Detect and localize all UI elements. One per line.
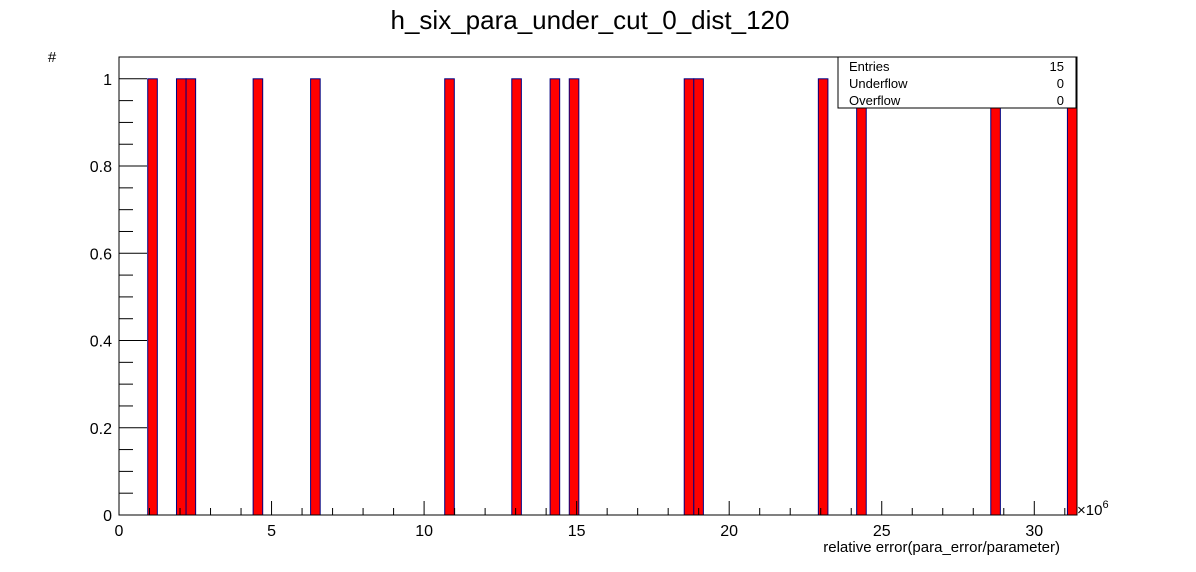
x-tick-label: 10	[415, 523, 433, 540]
stats-box-frame	[837, 56, 1077, 109]
histogram-bar-8	[568, 78, 580, 516]
y-tick-label: 0.6	[90, 246, 112, 263]
stats-box: Entries 15 Underflow 0 Overflow 0	[837, 56, 1077, 109]
histogram-bar-7	[549, 78, 561, 516]
x-axis-exponent: ×106	[1077, 499, 1109, 519]
histogram-bar-6	[511, 78, 522, 516]
stats-overflow-value: 0	[1057, 93, 1064, 108]
histogram-bar-5	[444, 78, 455, 516]
x-tick-label: 20	[720, 523, 738, 540]
histogram-bar-11	[817, 78, 829, 516]
histogram-bar-2	[185, 78, 197, 516]
y-tick-label: 0.4	[90, 334, 112, 351]
x-axis-ticks: 0 5 10 15 20 25 30	[115, 501, 1066, 540]
histogram-bar-9	[683, 78, 695, 516]
histogram-bar-3	[252, 78, 264, 516]
y-tick-label: 0.2	[90, 421, 112, 438]
y-tick-label: 1	[103, 72, 112, 89]
x-axis-title: relative error(para_error/parameter)	[823, 539, 1060, 556]
x-tick-label: 5	[267, 523, 276, 540]
stats-overflow-label: Overflow	[849, 93, 901, 108]
histogram-bar-13	[990, 78, 1001, 516]
x-tick-label: 0	[115, 523, 124, 540]
stats-underflow-label: Underflow	[849, 76, 908, 91]
plot-frame	[118, 56, 1078, 516]
stats-entries-value: 15	[1050, 59, 1064, 74]
stats-entries-label: Entries	[849, 59, 890, 74]
x-tick-label: 15	[568, 523, 586, 540]
histogram-bar-4	[310, 78, 321, 516]
histogram-bars	[147, 78, 1078, 516]
histogram-bar-0	[147, 78, 158, 516]
x-axis-exponent-power: 6	[1102, 499, 1108, 511]
histogram-bar-14	[1066, 78, 1078, 516]
histogram-bar-12	[856, 78, 867, 516]
y-axis-title: #	[48, 49, 57, 66]
y-tick-label: 0	[103, 508, 112, 525]
x-tick-label: 30	[1025, 523, 1043, 540]
histogram-bar-1	[175, 78, 187, 516]
stats-underflow-value: 0	[1057, 76, 1064, 91]
histogram-bar-10	[693, 78, 704, 516]
y-axis-ticks: 0 0.2 0.4 0.6 0.8 1	[90, 56, 147, 525]
y-tick-label: 0.8	[90, 159, 112, 176]
x-tick-label: 25	[873, 523, 891, 540]
x-axis-exponent-base: ×10	[1077, 502, 1102, 519]
chart-title: h_six_para_under_cut_0_dist_120	[391, 5, 790, 35]
